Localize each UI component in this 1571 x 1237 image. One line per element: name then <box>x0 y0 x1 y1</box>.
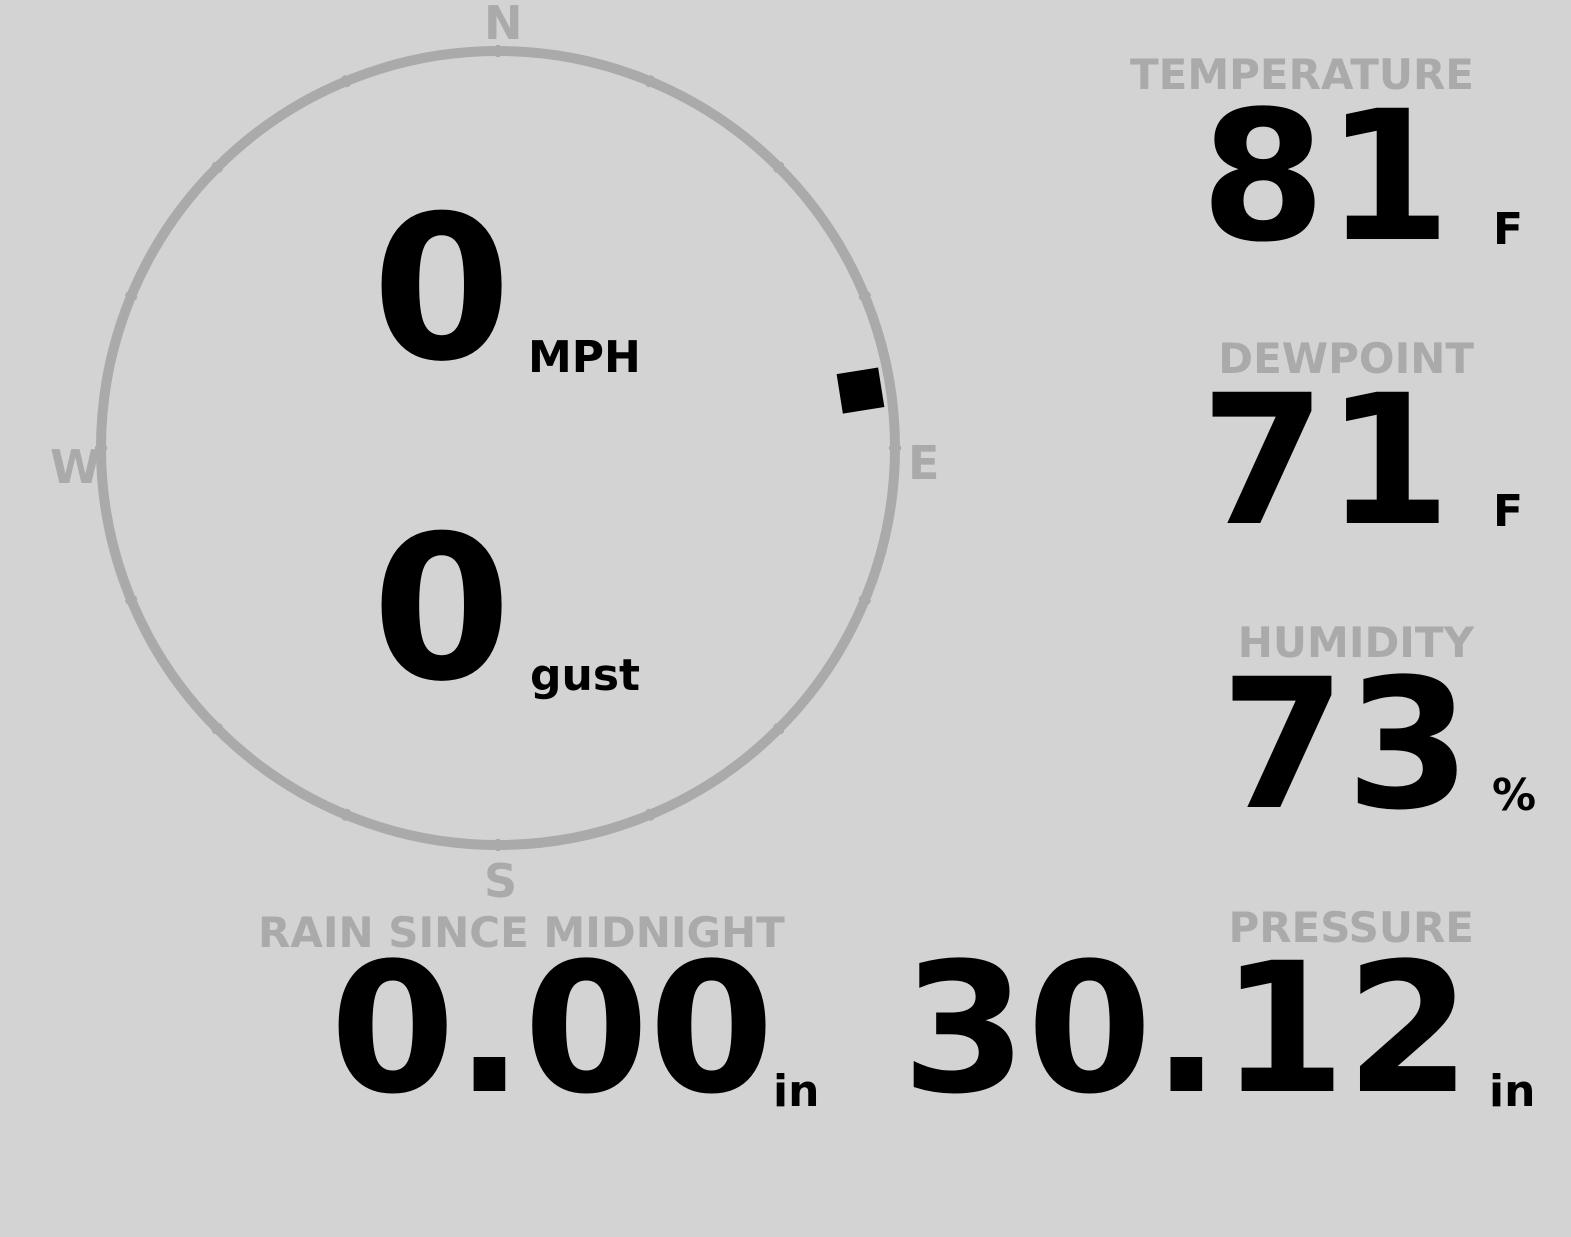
wind-direction-marker <box>836 367 885 414</box>
humidity-unit: % <box>1492 770 1537 821</box>
compass-tick <box>211 723 223 735</box>
rain-unit: in <box>773 1066 820 1117</box>
compass-east-label: E <box>908 436 940 490</box>
humidity-label: HUMIDITY <box>1237 618 1474 667</box>
dewpoint-unit: F <box>1493 486 1524 537</box>
compass-south-label: S <box>484 854 518 908</box>
rain-label: RAIN SINCE MIDNIGHT <box>258 908 785 957</box>
compass-tick <box>645 808 655 822</box>
compass-tick <box>858 595 872 605</box>
temperature-value: 81 <box>1200 73 1452 282</box>
compass-tick <box>858 291 872 301</box>
compass-tick <box>124 291 138 301</box>
compass-tick <box>645 74 655 88</box>
wind-speed-value: 0 <box>372 173 512 406</box>
pressure-value: 30.12 <box>901 925 1471 1134</box>
dewpoint-label: DEWPOINT <box>1218 334 1474 383</box>
rain-value: 0.00 <box>330 925 775 1134</box>
compass-tick <box>773 723 785 735</box>
wind-gust-value: 0 <box>372 493 512 726</box>
wind-speed-unit: MPH <box>528 332 641 383</box>
humidity-value: 73 <box>1220 641 1472 850</box>
compass-tick <box>124 595 138 605</box>
compass-west-label: W <box>50 440 101 494</box>
pressure-label: PRESSURE <box>1228 903 1474 952</box>
temperature-label: TEMPERATURE <box>1130 50 1474 99</box>
compass-tick <box>773 161 785 173</box>
compass-north-label: N <box>484 0 523 50</box>
temperature-unit: F <box>1493 204 1524 255</box>
dewpoint-value: 71 <box>1200 357 1452 566</box>
pressure-unit: in <box>1489 1066 1536 1117</box>
compass-tick <box>341 74 351 88</box>
compass-tick <box>211 161 223 173</box>
wind-gust-unit: gust <box>530 650 641 701</box>
compass-tick <box>341 808 351 822</box>
